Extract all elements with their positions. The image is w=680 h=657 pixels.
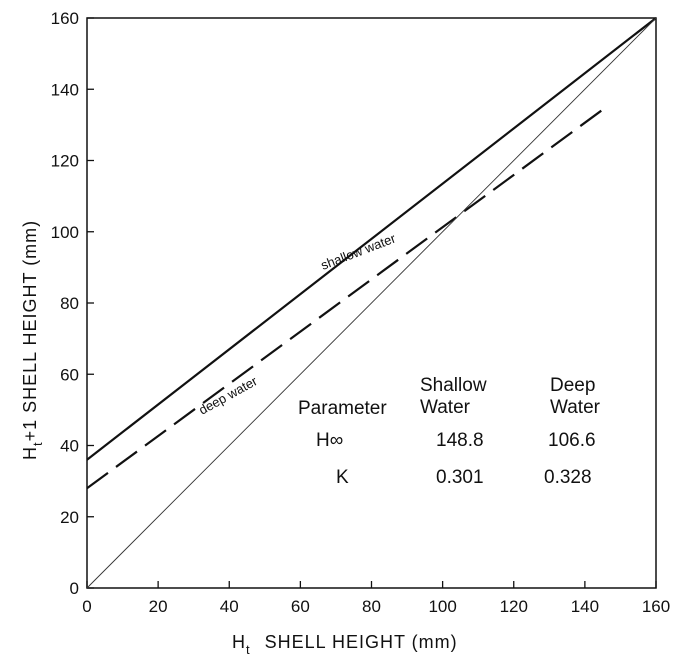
table-header-shallow: Shallow Water [420,375,487,418]
x-tick-label: 100 [428,597,456,616]
x-tick-label: 160 [642,597,670,616]
table-cell-shallow-k: 0.301 [436,467,484,488]
y-tick-label: 60 [60,365,79,384]
y-tick-label: 40 [60,437,79,456]
y-axis-title: Ht+1 SHELL HEIGHT (mm) [20,220,45,460]
x-tick-label: 0 [82,597,91,616]
table-cell-deep-h: 106.6 [548,430,596,451]
series-layer [86,17,657,589]
parameter-table: Parameter Shallow Water Deep Water H∞ 148.… [298,375,601,488]
y-tick-label: 20 [60,508,79,527]
shallow-water-line [86,17,657,461]
y-tick-label: 80 [60,294,79,313]
x-tick-label: 40 [220,597,239,616]
axis-ticks: 0 20 40 60 80 100 120 140 160 0 20 40 60 80 100 120 140 1… [51,9,671,616]
y-tick-label: 120 [51,152,79,171]
table-cell-deep-k: 0.328 [544,467,592,488]
x-tick-label: 140 [571,597,599,616]
y-tick-label: 160 [51,9,79,28]
table-cell-shallow-h: 148.8 [436,430,484,451]
table-header-deep: Deep Water [550,375,601,418]
x-tick-label: 80 [362,597,381,616]
table-header-parameter: Parameter [298,398,387,419]
reference-diagonal-line [86,17,657,589]
x-axis-title: Ht SHELL HEIGHT (mm) [232,632,458,657]
y-tick-label: 0 [70,579,79,598]
x-tick-label: 120 [500,597,528,616]
y-tick-label: 100 [51,223,79,242]
x-tick-label: 20 [149,597,168,616]
x-tick-label: 60 [291,597,310,616]
table-cell-param-k: K [336,467,349,488]
y-tick-label: 140 [51,80,79,99]
deep-water-line [86,106,607,490]
shallow-water-label: shallow water [319,230,399,272]
deep-water-label: deep water [196,373,260,418]
table-cell-param-h: H∞ [316,430,343,451]
